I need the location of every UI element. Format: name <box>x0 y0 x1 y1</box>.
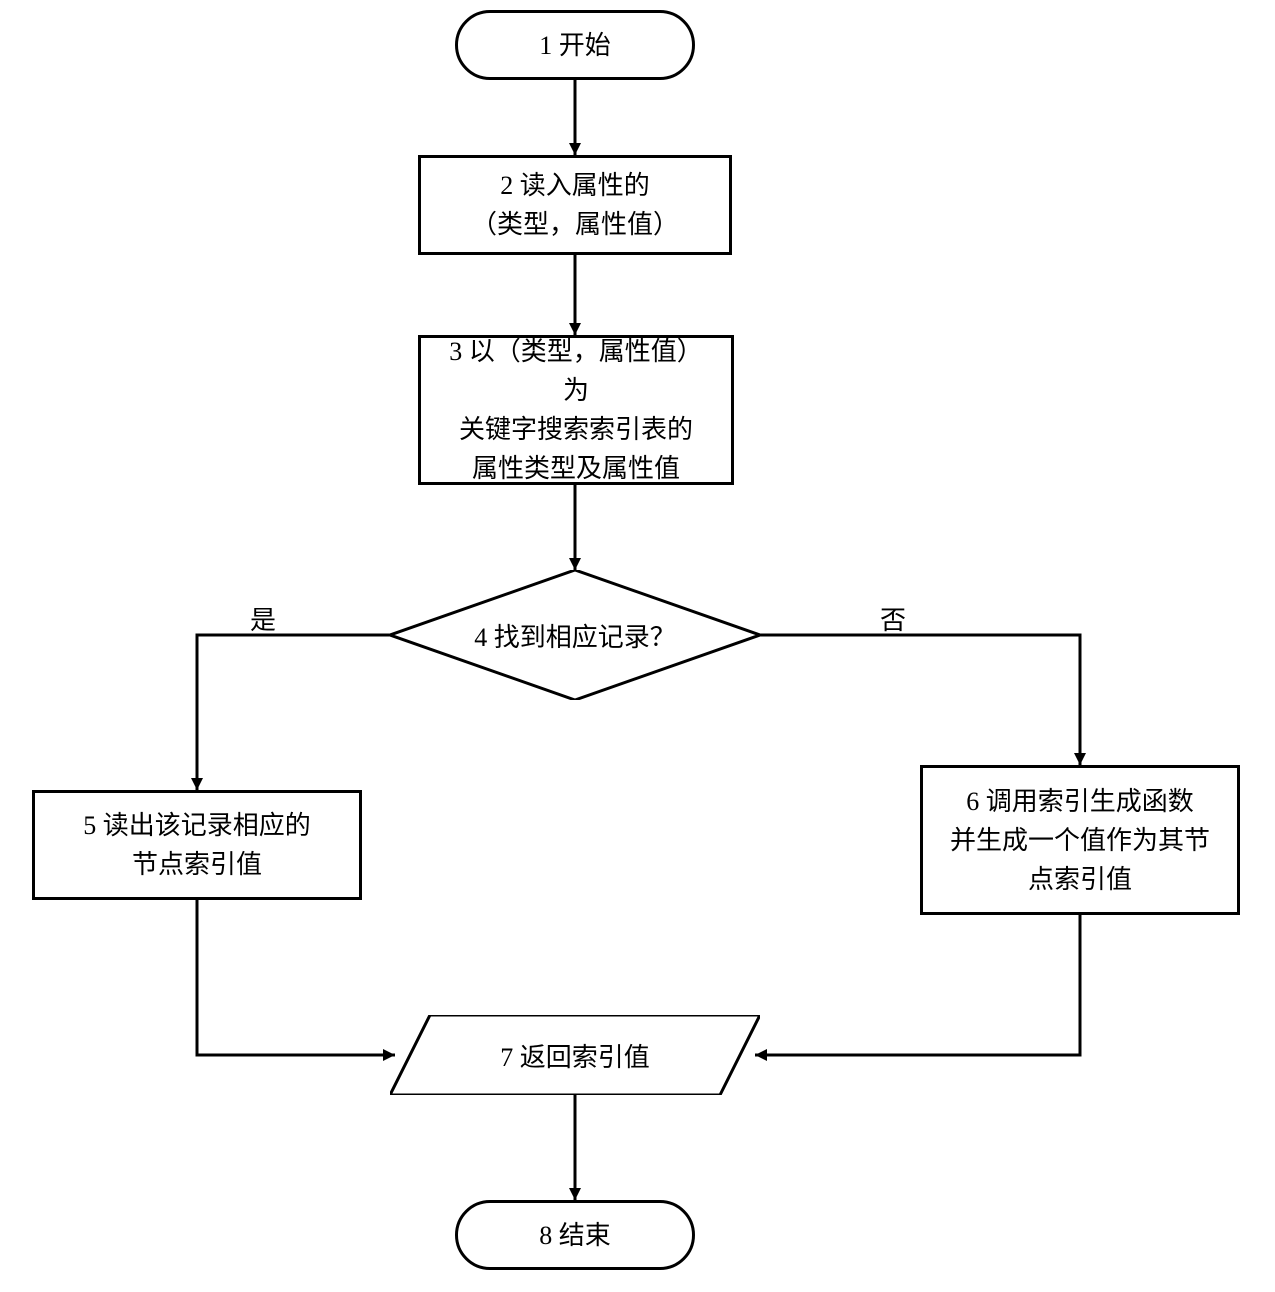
process-read-attribute-label: 2 读入属性的 （类型，属性值） <box>455 158 695 252</box>
process-generate-index: 6 调用索引生成函数 并生成一个值作为其节 点索引值 <box>920 765 1240 915</box>
process-read-node-index-label: 5 读出该记录相应的 节点索引值 <box>67 798 327 892</box>
process-search-index: 3 以（类型，属性值）为 关键字搜索索引表的 属性类型及属性值 <box>418 335 734 485</box>
start-node: 1 开始 <box>455 10 695 80</box>
process-search-index-label: 3 以（类型，属性值）为 关键字搜索索引表的 属性类型及属性值 <box>421 324 731 496</box>
io-return-index: 7 返回索引值 <box>390 1015 760 1095</box>
end-node: 8 结束 <box>455 1200 695 1270</box>
io-return-index-label: 7 返回索引值 <box>390 1015 760 1095</box>
edge-label-yes: 是 <box>250 600 276 637</box>
start-label: 1 开始 <box>523 18 627 73</box>
end-label: 8 结束 <box>523 1208 627 1263</box>
process-read-attribute: 2 读入属性的 （类型，属性值） <box>418 155 732 255</box>
process-read-node-index: 5 读出该记录相应的 节点索引值 <box>32 790 362 900</box>
process-generate-index-label: 6 调用索引生成函数 并生成一个值作为其节 点索引值 <box>934 774 1226 907</box>
decision-found-record: 4 找到相应记录？ <box>390 570 760 700</box>
edge-label-no: 否 <box>880 600 906 637</box>
decision-found-record-label: 4 找到相应记录？ <box>390 570 760 700</box>
